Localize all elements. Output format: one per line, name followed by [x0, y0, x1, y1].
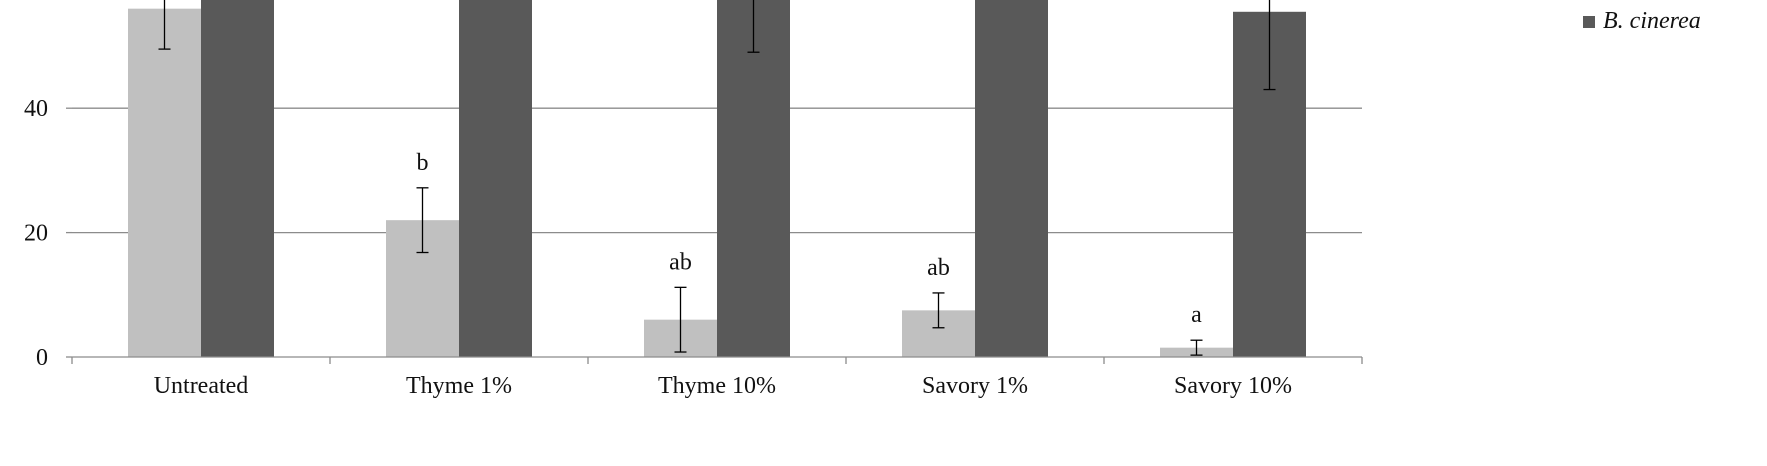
legend: B. cinerea [1583, 8, 1701, 35]
x-category-label: Savory 1% [922, 373, 1028, 399]
significance-label: a [1191, 302, 1202, 328]
bar-series1-1 [128, 8, 201, 358]
x-category-label: Thyme 10% [658, 373, 776, 399]
legend-label-b-cinerea: B. cinerea [1603, 8, 1701, 34]
significance-label: ab [669, 249, 692, 275]
bar-series2-2 [459, 0, 532, 357]
bar-series2-1 [201, 0, 274, 357]
significance-label: ab [927, 255, 950, 281]
significance-label: b [417, 150, 429, 176]
legend-swatch-b-cinerea [1583, 15, 1595, 28]
x-category-label: Savory 10% [1174, 373, 1292, 399]
y-tick-label: 40 [24, 96, 48, 122]
axes [66, 107, 1363, 364]
x-category-label: Untreated [154, 373, 249, 399]
bars [128, 0, 1306, 358]
y-tick-label: 0 [36, 345, 48, 371]
y-tick-label: 20 [24, 221, 48, 247]
labels: 0 20 40 Untreated b Thyme 1% ab Thyme 10% ab Savo… [24, 96, 1292, 399]
x-category-label: Thyme 1% [406, 373, 512, 399]
bar-series2-4 [975, 0, 1048, 357]
bar-series2-3 [717, 0, 790, 357]
